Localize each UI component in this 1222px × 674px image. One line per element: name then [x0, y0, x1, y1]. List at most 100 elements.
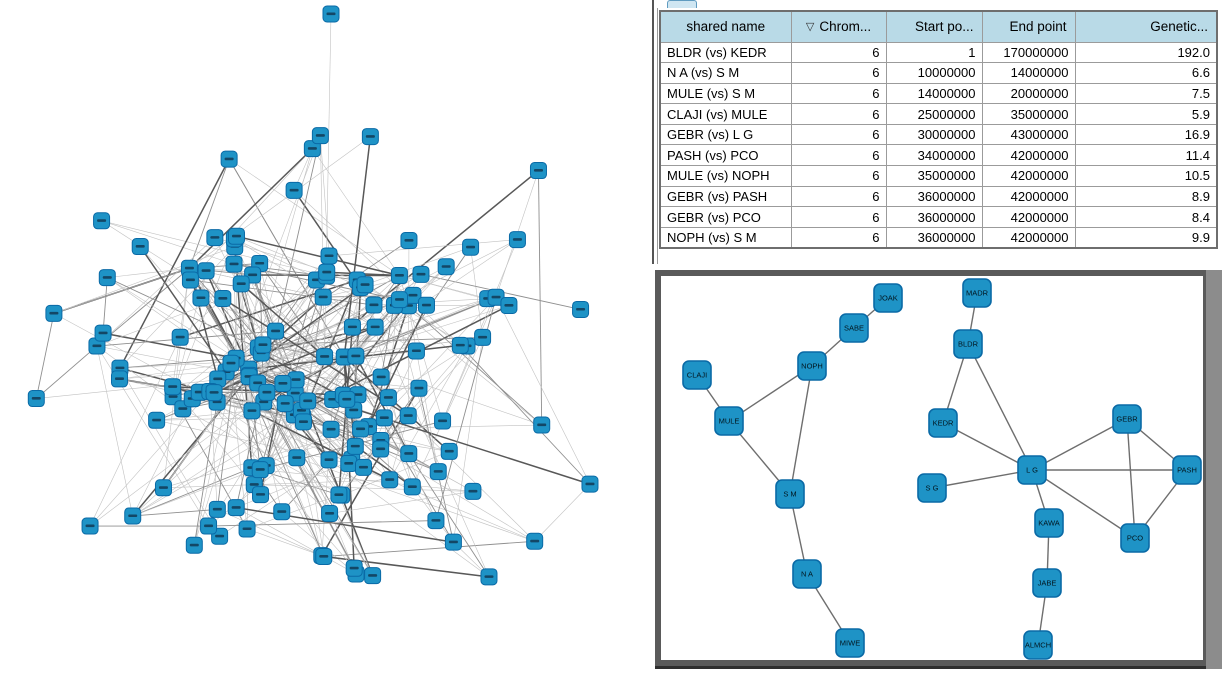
network-node[interactable] [582, 476, 598, 492]
network-node[interactable] [295, 414, 311, 430]
network-node[interactable] [82, 518, 98, 534]
network-node[interactable] [331, 487, 347, 503]
network-node-jabe[interactable]: JABE [1033, 569, 1061, 597]
network-node[interactable] [362, 129, 378, 145]
network-node[interactable] [322, 505, 338, 521]
network-node[interactable] [319, 264, 335, 280]
network-node[interactable] [259, 384, 275, 400]
network-node[interactable] [198, 263, 214, 279]
network-node[interactable] [289, 450, 305, 466]
network-node[interactable] [404, 479, 420, 495]
network-node[interactable] [255, 337, 271, 353]
network-node[interactable] [401, 232, 417, 248]
network-node[interactable] [226, 256, 242, 272]
network-node[interactable] [201, 518, 217, 534]
network-node[interactable] [312, 128, 328, 144]
overview-network-canvas[interactable] [0, 0, 655, 669]
network-node[interactable] [365, 568, 381, 584]
network-node[interactable] [509, 232, 525, 248]
network-node-claji[interactable]: CLAJI [683, 361, 711, 389]
network-node[interactable] [28, 391, 44, 407]
network-edge[interactable] [1127, 419, 1135, 538]
network-node[interactable] [207, 230, 223, 246]
network-node[interactable] [321, 452, 337, 468]
network-node[interactable] [452, 337, 468, 353]
network-node[interactable] [125, 508, 141, 524]
network-node[interactable] [413, 266, 429, 282]
network-node[interactable] [228, 228, 244, 244]
network-edge[interactable] [790, 366, 812, 494]
network-node-kawa[interactable]: KAWA [1035, 509, 1063, 537]
network-node[interactable] [132, 239, 148, 255]
network-node[interactable] [206, 385, 222, 401]
network-node[interactable] [475, 329, 491, 345]
network-node[interactable] [165, 379, 181, 395]
network-node[interactable] [400, 408, 416, 424]
network-node[interactable] [209, 501, 225, 517]
network-node[interactable] [344, 319, 360, 335]
network-node[interactable] [321, 248, 337, 264]
network-node[interactable] [253, 487, 269, 503]
network-node[interactable] [392, 292, 408, 308]
network-node[interactable] [94, 213, 110, 229]
column-header-shared-name[interactable]: shared name [660, 11, 791, 42]
network-node-bldr[interactable]: BLDR [954, 330, 982, 358]
network-node[interactable] [380, 390, 396, 406]
network-node[interactable] [401, 446, 417, 462]
network-node[interactable] [186, 537, 202, 553]
network-node[interactable] [376, 410, 392, 426]
network-node[interactable] [315, 289, 331, 305]
network-node-s-g[interactable]: S G [918, 474, 946, 502]
network-node[interactable] [527, 533, 543, 549]
network-node[interactable] [215, 290, 231, 306]
network-node[interactable] [348, 348, 364, 364]
network-node[interactable] [323, 6, 339, 22]
network-node[interactable] [408, 343, 424, 359]
network-node[interactable] [316, 549, 332, 565]
network-node[interactable] [418, 297, 434, 313]
column-header-chromosome[interactable]: ▽Chrom... [791, 11, 886, 42]
network-node[interactable] [223, 355, 239, 371]
network-node[interactable] [373, 369, 389, 385]
network-node[interactable] [300, 393, 316, 409]
column-header-genetic[interactable]: Genetic... [1075, 11, 1217, 42]
network-node[interactable] [172, 329, 188, 345]
network-node[interactable] [149, 412, 165, 428]
network-node[interactable] [99, 270, 115, 286]
network-node-sabe[interactable]: SABE [840, 314, 868, 342]
network-node[interactable] [353, 421, 369, 437]
network-node[interactable] [411, 380, 427, 396]
network-node-almch[interactable]: ALMCH [1024, 631, 1052, 659]
network-node[interactable] [112, 371, 128, 387]
network-node[interactable] [341, 456, 357, 472]
column-header-start-point[interactable]: Start po... [886, 11, 982, 42]
network-node[interactable] [46, 305, 62, 321]
network-node[interactable] [286, 182, 302, 198]
column-header-end-point[interactable]: End point [982, 11, 1075, 42]
network-node[interactable] [228, 500, 244, 516]
network-node[interactable] [274, 504, 290, 520]
network-node[interactable] [355, 459, 371, 475]
network-node[interactable] [428, 513, 444, 529]
network-node[interactable] [339, 391, 355, 407]
network-node[interactable] [373, 441, 389, 457]
network-node[interactable] [463, 239, 479, 255]
network-node[interactable] [347, 438, 363, 454]
network-node-pash[interactable]: PASH [1173, 456, 1201, 484]
network-node[interactable] [317, 349, 333, 365]
network-node[interactable] [382, 472, 398, 488]
network-node[interactable] [465, 483, 481, 499]
network-node-miwe[interactable]: MIWE [836, 629, 864, 657]
network-node[interactable] [244, 403, 260, 419]
network-node[interactable] [239, 521, 255, 537]
network-node[interactable] [346, 560, 362, 576]
network-node[interactable] [268, 323, 284, 339]
